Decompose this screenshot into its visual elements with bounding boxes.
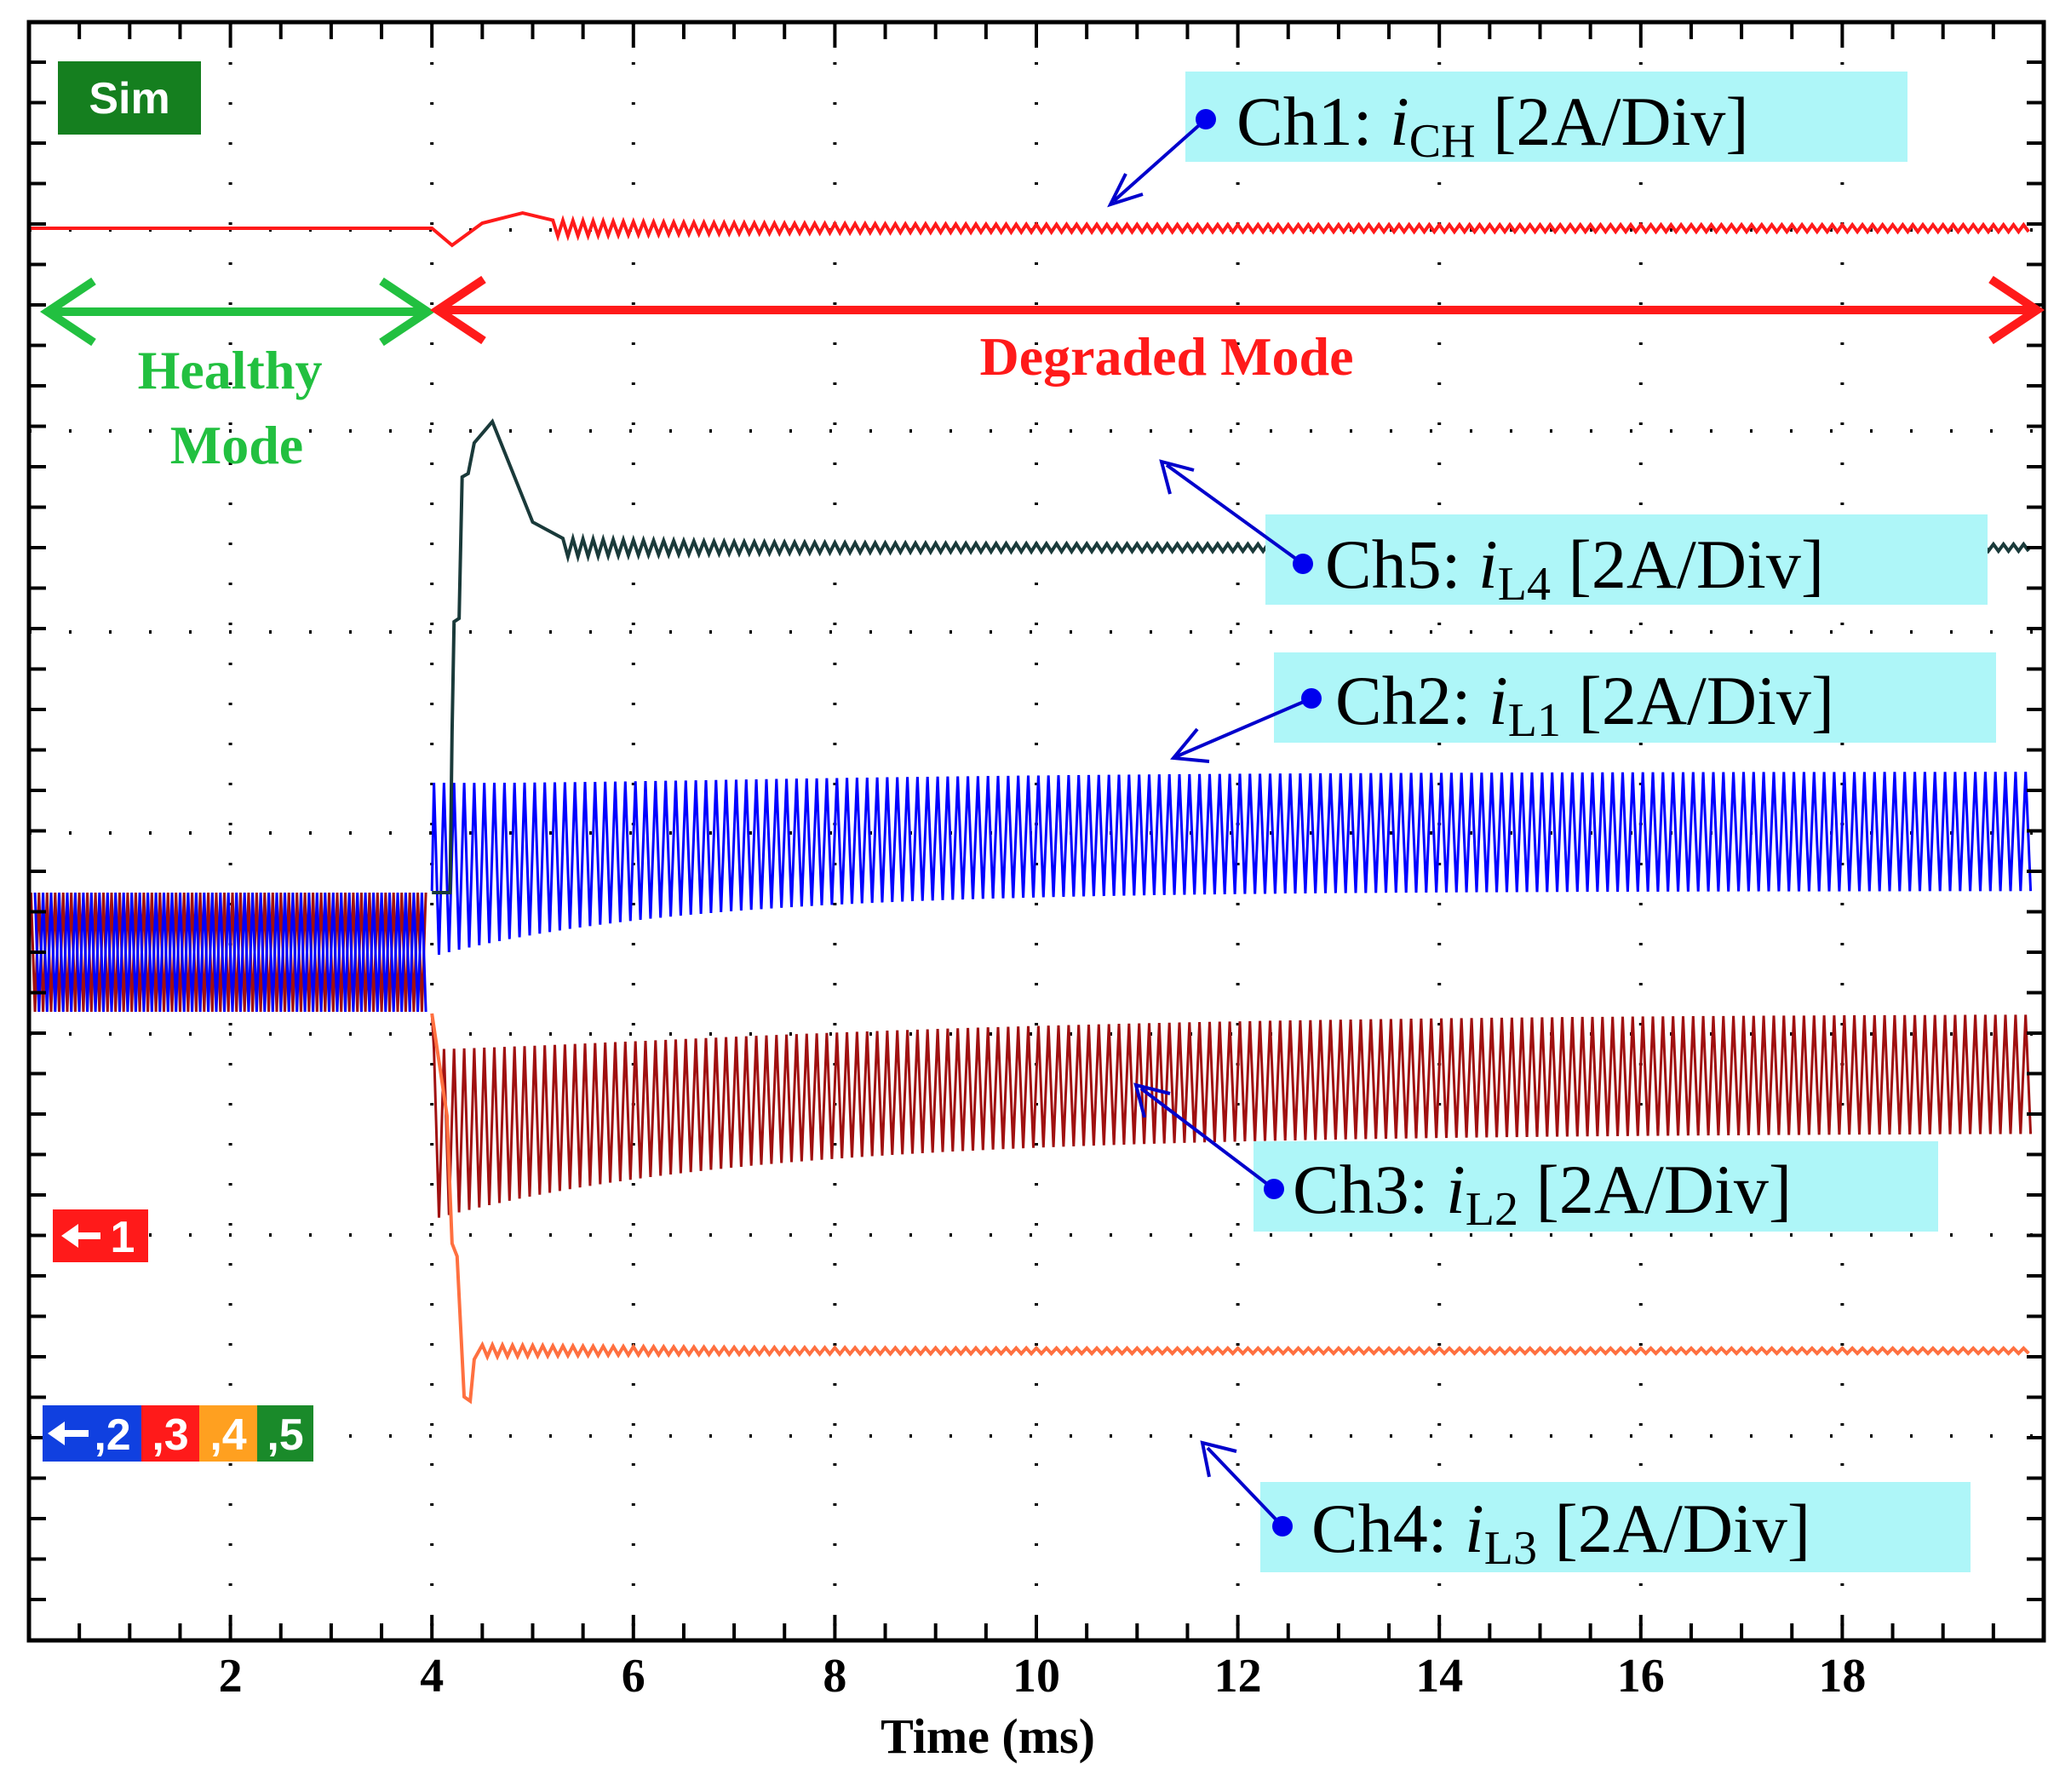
annotation-ch1-sub: CH — [1409, 115, 1476, 168]
healthy-mode-label: Healthy Mode — [138, 340, 336, 475]
annotation-ch5: Ch5: iL4 [2A/Div] — [1159, 459, 1988, 611]
x-tick-label: 18 — [1818, 1650, 1866, 1703]
ch1-ref-marker-label: 1 — [111, 1213, 135, 1262]
series-ch3 — [430, 1013, 2033, 1218]
healthy-trace-ch3 — [29, 892, 427, 1013]
sim-badge: Sim — [58, 61, 201, 135]
svg-text:Ch2: iL1 [2A/Div]: Ch2: iL1 [2A/Div] — [1335, 662, 1834, 747]
ch3-marker-label: ,3 — [152, 1410, 188, 1460]
degraded-mode-label: Degraded Mode — [979, 326, 1353, 387]
x-tick-label: 16 — [1617, 1650, 1665, 1703]
ch1-ref-marker: 1 — [53, 1209, 148, 1262]
annotation-ch3-signal: i — [1446, 1151, 1466, 1228]
annotation-ch4: Ch4: iL3 [2A/Div] — [1200, 1440, 1971, 1575]
annotation-ch2-sub: L1 — [1508, 694, 1561, 747]
series-ch2 — [430, 772, 2033, 955]
ch2-5-ref-marker: ,2 ,3 ,4 ,5 — [43, 1405, 313, 1462]
x-tick-label: 4 — [420, 1650, 444, 1703]
x-tick-label: 14 — [1415, 1650, 1463, 1703]
annotation-ch4-signal: i — [1465, 1490, 1484, 1567]
annotation-ch2: Ch2: iL1 [2A/Div] — [1170, 652, 1996, 763]
ch4-marker-label: ,4 — [209, 1410, 246, 1460]
degraded-mode-arrow — [429, 275, 2045, 345]
annotation-ch5-sub: L4 — [1498, 558, 1551, 611]
svg-text:Ch4: iL3 [2A/Div]: Ch4: iL3 [2A/Div] — [1311, 1490, 1810, 1575]
annotation-ch4-sub: L3 — [1484, 1522, 1537, 1575]
annotation-ch4-scale: [2A/Div] — [1555, 1490, 1811, 1567]
healthy-mode-label-line2: Mode — [170, 415, 303, 475]
annotation-ch2-scale: [2A/Div] — [1579, 662, 1835, 739]
series-ch4 — [430, 1013, 2030, 1404]
healthy-mode-arrow — [39, 277, 436, 347]
svg-text:Ch1: iCH [2A/Div]: Ch1: iCH [2A/Div] — [1236, 83, 1749, 168]
annotation-ch1-name: Ch1 — [1236, 83, 1353, 160]
annotation-ch5-signal: i — [1478, 526, 1498, 603]
annotation-ch5-scale: [2A/Div] — [1569, 526, 1825, 603]
annotation-ch1-signal: i — [1390, 83, 1409, 160]
ch5-marker-label: ,5 — [267, 1410, 303, 1460]
annotation-ch5-name: Ch5 — [1325, 526, 1442, 603]
annotation-ch1-scale: [2A/Div] — [1493, 83, 1749, 160]
annotation-ch3-sub: L2 — [1466, 1183, 1518, 1236]
x-axis-title: Time (ms) — [881, 1709, 1095, 1764]
annotation-ch1: Ch1: iCH [2A/Div] — [1107, 72, 1908, 208]
svg-text:Ch5: iL4 [2A/Div]: Ch5: iL4 [2A/Div] — [1325, 526, 1824, 611]
svg-text:Ch3: iL2 [2A/Div]: Ch3: iL2 [2A/Div] — [1293, 1151, 1792, 1236]
annotation-ch2-signal: i — [1489, 662, 1508, 739]
ch2-marker-label: ,2 — [94, 1410, 130, 1460]
annotation-ch4-name: Ch4 — [1311, 1490, 1428, 1567]
x-tick-label: 8 — [823, 1650, 846, 1703]
sim-badge-label: Sim — [89, 74, 169, 123]
annotation-ch3: Ch3: iL2 [2A/Div] — [1133, 1083, 1938, 1236]
annotation-ch3-name: Ch3 — [1293, 1151, 1409, 1228]
x-tick-label: 2 — [219, 1650, 243, 1703]
series-ch1 — [31, 210, 2030, 248]
annotation-ch2-name: Ch2 — [1335, 662, 1452, 739]
annotation-ch3-scale: [2A/Div] — [1536, 1151, 1793, 1228]
healthy-trace-ch2 — [33, 892, 427, 1013]
x-tick-labels: 2 4 6 8 10 12 14 16 18 — [219, 1650, 1867, 1703]
x-tick-label: 10 — [1013, 1650, 1060, 1703]
x-tick-label: 6 — [622, 1650, 645, 1703]
x-tick-label: 12 — [1214, 1650, 1262, 1703]
axis-ticks — [29, 22, 2044, 1642]
healthy-mode-label-line1: Healthy — [138, 340, 323, 400]
